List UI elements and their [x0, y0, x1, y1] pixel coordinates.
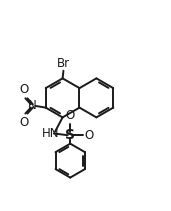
Text: S: S — [65, 128, 75, 142]
Text: O: O — [85, 129, 94, 142]
Text: Br: Br — [57, 57, 70, 70]
Text: O: O — [66, 110, 75, 122]
Text: HN: HN — [42, 127, 60, 140]
Text: O: O — [19, 116, 29, 129]
Text: O: O — [19, 83, 29, 96]
Text: N: N — [28, 99, 37, 112]
